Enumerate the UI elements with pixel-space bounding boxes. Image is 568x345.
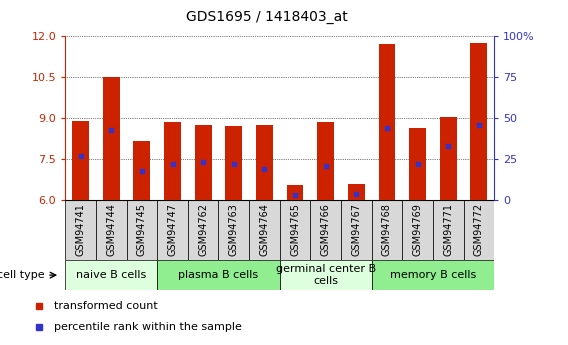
Bar bbox=[103, 77, 120, 200]
Text: GDS1695 / 1418403_at: GDS1695 / 1418403_at bbox=[186, 10, 348, 24]
Text: GSM94768: GSM94768 bbox=[382, 203, 392, 256]
Text: GSM94767: GSM94767 bbox=[352, 203, 361, 256]
Text: naive B cells: naive B cells bbox=[76, 270, 147, 280]
Bar bbox=[127, 200, 157, 260]
Bar bbox=[280, 200, 310, 260]
Bar bbox=[378, 45, 395, 200]
Bar bbox=[219, 200, 249, 260]
Text: GSM94745: GSM94745 bbox=[137, 203, 147, 256]
Bar bbox=[65, 200, 96, 260]
Bar bbox=[164, 122, 181, 200]
Bar bbox=[341, 200, 371, 260]
Bar bbox=[371, 260, 494, 290]
Text: transformed count: transformed count bbox=[54, 301, 158, 311]
Bar bbox=[310, 200, 341, 260]
Bar bbox=[72, 121, 89, 200]
Text: germinal center B
cells: germinal center B cells bbox=[275, 264, 376, 286]
Bar bbox=[409, 128, 426, 200]
Text: cell type: cell type bbox=[0, 270, 44, 280]
Text: GSM94741: GSM94741 bbox=[76, 203, 86, 256]
Text: GSM94764: GSM94764 bbox=[260, 203, 269, 256]
Bar bbox=[65, 260, 157, 290]
Bar bbox=[280, 260, 371, 290]
Text: GSM94766: GSM94766 bbox=[321, 203, 331, 256]
Bar bbox=[225, 126, 242, 200]
Text: GSM94765: GSM94765 bbox=[290, 203, 300, 256]
Text: GSM94747: GSM94747 bbox=[168, 203, 178, 256]
Text: memory B cells: memory B cells bbox=[390, 270, 476, 280]
Text: GSM94744: GSM94744 bbox=[106, 203, 116, 256]
Bar bbox=[371, 200, 402, 260]
Text: GSM94771: GSM94771 bbox=[443, 203, 453, 256]
Text: percentile rank within the sample: percentile rank within the sample bbox=[54, 322, 242, 332]
Text: GSM94772: GSM94772 bbox=[474, 203, 484, 256]
Bar bbox=[256, 125, 273, 200]
Bar bbox=[96, 200, 127, 260]
Text: plasma B cells: plasma B cells bbox=[178, 270, 258, 280]
Bar bbox=[195, 125, 212, 200]
Bar bbox=[287, 185, 303, 200]
Text: GSM94762: GSM94762 bbox=[198, 203, 208, 256]
Bar bbox=[249, 200, 280, 260]
Bar bbox=[157, 200, 188, 260]
Text: GSM94763: GSM94763 bbox=[229, 203, 239, 256]
Bar bbox=[188, 200, 219, 260]
Bar bbox=[463, 200, 494, 260]
Bar bbox=[133, 141, 151, 200]
Bar bbox=[402, 200, 433, 260]
Bar bbox=[348, 184, 365, 200]
Bar bbox=[157, 260, 280, 290]
Text: GSM94769: GSM94769 bbox=[412, 203, 423, 256]
Bar bbox=[433, 200, 463, 260]
Bar bbox=[440, 117, 457, 200]
Bar bbox=[470, 43, 487, 200]
Bar bbox=[318, 122, 334, 200]
